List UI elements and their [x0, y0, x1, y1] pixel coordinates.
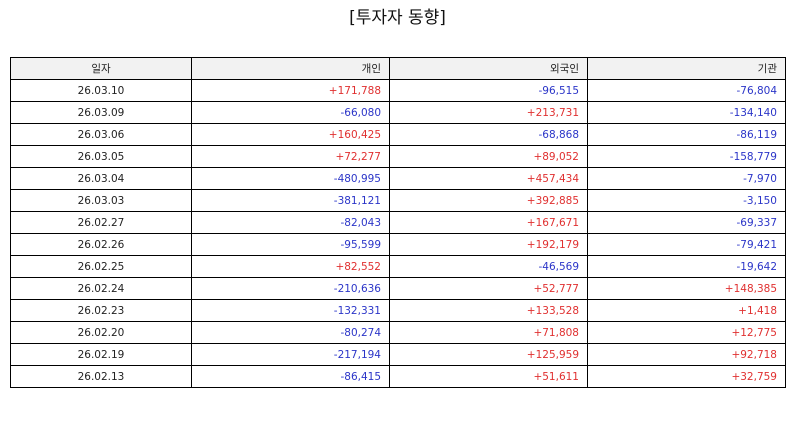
table-row: 26.02.24 -210,636 +52,777 +148,385	[10, 277, 786, 300]
foreign-cell: +51,611	[389, 365, 588, 388]
column-header-individual: 개인	[191, 57, 390, 80]
individual-cell: -80,274	[191, 321, 390, 344]
institution-cell: +12,775	[587, 321, 786, 344]
individual-cell: -480,995	[191, 167, 390, 190]
individual-cell: -132,331	[191, 299, 390, 322]
foreign-cell: -46,569	[389, 255, 588, 278]
institution-cell: -86,119	[587, 123, 786, 146]
page-title: [투자자 동향]	[349, 8, 446, 28]
date-cell: 26.02.19	[10, 343, 192, 366]
date-cell: 26.03.06	[10, 123, 192, 146]
column-header-foreign: 외국인	[389, 57, 588, 80]
individual-cell: -95,599	[191, 233, 390, 256]
institution-cell: -3,150	[587, 189, 786, 212]
date-cell: 26.02.20	[10, 321, 192, 344]
table-row: 26.02.20 -80,274 +71,808 +12,775	[10, 321, 786, 344]
foreign-cell: +71,808	[389, 321, 588, 344]
date-cell: 26.02.23	[10, 299, 192, 322]
investor-trend-table: 일자 개인 외국인 기관 26.03.10 +171,788 -96,515 -76,…	[10, 57, 786, 388]
foreign-cell: -96,515	[389, 79, 588, 102]
table-row: 26.03.10 +171,788 -96,515 -76,804	[10, 79, 786, 102]
individual-cell: -66,080	[191, 101, 390, 124]
table-row: 26.03.03 -381,121 +392,885 -3,150	[10, 189, 786, 212]
foreign-cell: +167,671	[389, 211, 588, 234]
foreign-cell: +133,528	[389, 299, 588, 322]
date-cell: 26.02.13	[10, 365, 192, 388]
foreign-cell: +457,434	[389, 167, 588, 190]
institution-cell: -69,337	[587, 211, 786, 234]
date-cell: 26.02.24	[10, 277, 192, 300]
foreign-cell: +52,777	[389, 277, 588, 300]
table-row: 26.03.09 -66,080 +213,731 -134,140	[10, 101, 786, 124]
foreign-cell: +89,052	[389, 145, 588, 168]
institution-cell: -76,804	[587, 79, 786, 102]
institution-cell: +1,418	[587, 299, 786, 322]
foreign-cell: +125,959	[389, 343, 588, 366]
foreign-cell: +192,179	[389, 233, 588, 256]
institution-cell: -134,140	[587, 101, 786, 124]
table-row: 26.03.05 +72,277 +89,052 -158,779	[10, 145, 786, 168]
table-row: 26.02.26 -95,599 +192,179 -79,421	[10, 233, 786, 256]
individual-cell: +171,788	[191, 79, 390, 102]
date-cell: 26.03.10	[10, 79, 192, 102]
date-cell: 26.02.26	[10, 233, 192, 256]
individual-cell: -217,194	[191, 343, 390, 366]
institution-cell: +92,718	[587, 343, 786, 366]
institution-cell: -79,421	[587, 233, 786, 256]
table-row: 26.03.04 -480,995 +457,434 -7,970	[10, 167, 786, 190]
foreign-cell: +213,731	[389, 101, 588, 124]
date-cell: 26.03.03	[10, 189, 192, 212]
date-cell: 26.02.27	[10, 211, 192, 234]
table-row: 26.02.25 +82,552 -46,569 -19,642	[10, 255, 786, 278]
individual-cell: +160,425	[191, 123, 390, 146]
institution-cell: -19,642	[587, 255, 786, 278]
foreign-cell: -68,868	[389, 123, 588, 146]
table-header-row: 일자 개인 외국인 기관	[10, 57, 786, 80]
table-row: 26.02.27 -82,043 +167,671 -69,337	[10, 211, 786, 234]
foreign-cell: +392,885	[389, 189, 588, 212]
individual-cell: -86,415	[191, 365, 390, 388]
column-header-date: 일자	[10, 57, 192, 80]
institution-cell: -158,779	[587, 145, 786, 168]
table-body: 26.03.10 +171,788 -96,515 -76,804 26.03.09 -6…	[10, 79, 786, 388]
date-cell: 26.03.09	[10, 101, 192, 124]
table-row: 26.03.06 +160,425 -68,868 -86,119	[10, 123, 786, 146]
individual-cell: +72,277	[191, 145, 390, 168]
individual-cell: -210,636	[191, 277, 390, 300]
table-row: 26.02.23 -132,331 +133,528 +1,418	[10, 299, 786, 322]
column-header-institution: 기관	[587, 57, 786, 80]
table-row: 26.02.13 -86,415 +51,611 +32,759	[10, 365, 786, 388]
individual-cell: -381,121	[191, 189, 390, 212]
institution-cell: +148,385	[587, 277, 786, 300]
institution-cell: +32,759	[587, 365, 786, 388]
individual-cell: -82,043	[191, 211, 390, 234]
date-cell: 26.03.04	[10, 167, 192, 190]
date-cell: 26.02.25	[10, 255, 192, 278]
individual-cell: +82,552	[191, 255, 390, 278]
date-cell: 26.03.05	[10, 145, 192, 168]
institution-cell: -7,970	[587, 167, 786, 190]
table-row: 26.02.19 -217,194 +125,959 +92,718	[10, 343, 786, 366]
